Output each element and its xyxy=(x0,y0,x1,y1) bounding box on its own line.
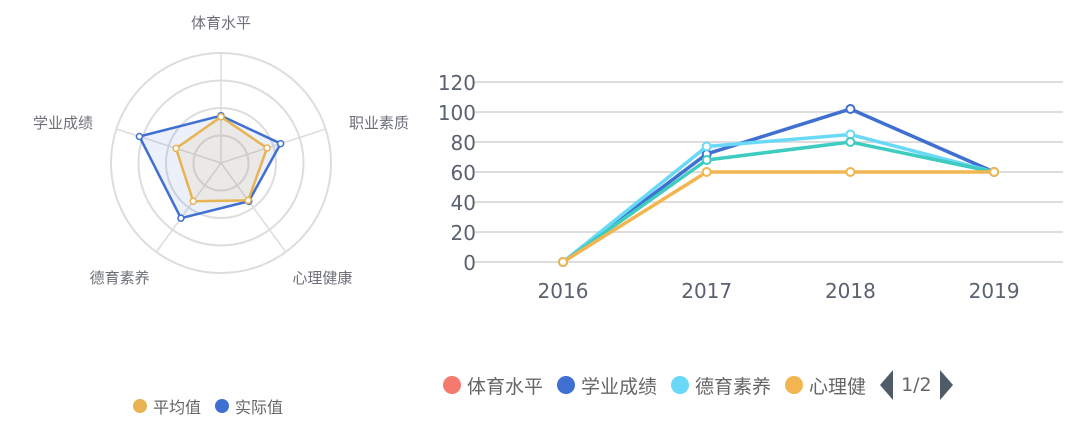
line-point xyxy=(701,141,712,152)
radar-legend: 平均值 实际值 xyxy=(133,394,297,418)
line-legend: 体育水平 学业成绩 德育素养 心理健 1/2 xyxy=(443,370,953,400)
legend-item[interactable]: 学业成绩 xyxy=(557,372,657,399)
line-point xyxy=(845,104,856,114)
line-series-2 xyxy=(561,140,995,264)
radar-axis xyxy=(220,162,287,253)
line-series-心理健康 xyxy=(562,170,995,264)
legend-label: 学业成绩 xyxy=(581,375,658,398)
radar-indicator-label: 学业成绩 xyxy=(33,114,93,132)
radar-indicator-label: 德育素养 xyxy=(90,269,150,287)
y-tick-label: 40 xyxy=(451,191,476,215)
line-point xyxy=(701,155,712,165)
line-point xyxy=(989,167,1000,177)
legend-page: 1/2 xyxy=(901,374,932,396)
line-point xyxy=(845,167,856,177)
legend-item[interactable]: 心理健 xyxy=(785,372,866,399)
legend-dot xyxy=(215,399,230,413)
radar-point xyxy=(263,144,271,152)
radar-series-实际值 xyxy=(137,114,283,220)
radar-axis xyxy=(220,128,326,164)
y-tick-label: 120 xyxy=(438,71,476,95)
y-tick-label: 80 xyxy=(451,131,476,155)
legend-item-average[interactable]: 平均值 xyxy=(133,394,201,418)
y-tick-label: 100 xyxy=(438,101,476,125)
x-tick-label: 2018 xyxy=(825,279,876,303)
x-tick-label: 2016 xyxy=(538,279,589,303)
radar-point xyxy=(177,214,185,222)
line-point xyxy=(845,137,856,147)
y-tick-label: 20 xyxy=(451,221,476,245)
legend-label: 平均值 xyxy=(153,398,202,417)
legend-label: 体育水平 xyxy=(467,375,544,398)
line-point xyxy=(558,257,568,267)
legend-dot xyxy=(133,399,147,413)
legend-next-icon[interactable] xyxy=(939,370,953,400)
y-tick-label: 60 xyxy=(451,161,476,185)
x-tick-label: 2017 xyxy=(681,279,732,303)
radar-indicator-label: 体育水平 xyxy=(191,14,251,32)
radar-indicator-label: 职业素质 xyxy=(349,114,409,132)
legend-item[interactable]: 德育素养 xyxy=(671,372,771,399)
legend-dot xyxy=(785,376,804,394)
radar-point xyxy=(189,197,197,206)
radar-point xyxy=(217,113,225,121)
legend-label: 实际值 xyxy=(235,398,284,417)
radar-point xyxy=(276,139,285,148)
legend-dot xyxy=(671,376,690,394)
legend-prev-icon[interactable] xyxy=(880,370,894,400)
radar-axis xyxy=(116,128,222,164)
line-series-德育素养 xyxy=(561,132,995,264)
legend-item-actual[interactable]: 实际值 xyxy=(215,394,283,418)
radar-point xyxy=(172,144,180,153)
y-tick-label: 0 xyxy=(463,251,476,275)
line-point xyxy=(701,167,712,177)
legend-dot xyxy=(557,376,576,394)
line-series-学业成绩 xyxy=(561,107,995,264)
x-tick-label: 2019 xyxy=(969,279,1020,303)
radar-axis xyxy=(155,162,222,253)
radar-indicator-label: 心理健康 xyxy=(292,269,352,287)
legend-item[interactable]: 体育水平 xyxy=(443,372,543,399)
legend-dot xyxy=(443,376,461,394)
legend-label: 心理健 xyxy=(809,375,867,398)
radar-point xyxy=(135,132,144,141)
radar-point xyxy=(244,196,252,205)
legend-label: 德育素养 xyxy=(695,375,772,398)
radar-series-平均值 xyxy=(174,115,269,203)
